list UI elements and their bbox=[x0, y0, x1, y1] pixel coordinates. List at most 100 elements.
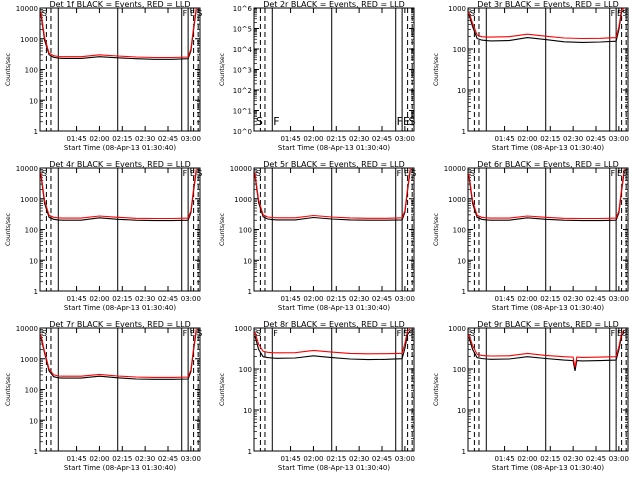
series-events-line bbox=[468, 9, 625, 43]
event-marker-label: F bbox=[183, 329, 188, 338]
x-tick-label: 02:00 bbox=[89, 455, 109, 463]
event-marker-label: F bbox=[611, 169, 616, 178]
plot-frame bbox=[253, 327, 415, 452]
x-tick-label: 02:30 bbox=[349, 135, 369, 143]
y-tick-label: 100 bbox=[25, 67, 38, 75]
chart-title: Det 5r BLACK = Events, RED = LLD bbox=[263, 160, 405, 169]
x-tick-label: 01:45 bbox=[280, 135, 300, 143]
y-axis-label: Counts/sec bbox=[219, 213, 226, 246]
x-tick-label: 02:30 bbox=[349, 455, 369, 463]
x-axis-label: Start Time (08-Apr-13 01:30:40) bbox=[278, 464, 390, 472]
x-tick-label: 03:00 bbox=[609, 455, 629, 463]
x-tick-label: 03:00 bbox=[181, 295, 201, 303]
y-tick-label: 100 bbox=[239, 366, 252, 374]
x-tick-label: 01:45 bbox=[280, 455, 300, 463]
x-tick-label: 02:15 bbox=[326, 135, 346, 143]
x-tick-label: 03:00 bbox=[395, 295, 415, 303]
series-lld-line bbox=[468, 168, 625, 220]
x-tick-label: 02:30 bbox=[135, 135, 155, 143]
x-tick-label: 02:15 bbox=[326, 295, 346, 303]
event-marker-label: S bbox=[256, 115, 263, 128]
y-tick-label: 10^6 bbox=[233, 5, 253, 13]
y-tick-label: 100 bbox=[239, 227, 252, 235]
chart-title: Det 8r BLACK = Events, RED = LLD bbox=[263, 320, 405, 329]
y-tick-label: 10^5 bbox=[233, 26, 252, 34]
event-marker-label: F bbox=[397, 329, 402, 338]
y-tick-label: 10^1 bbox=[233, 108, 252, 116]
plot-frame bbox=[253, 167, 415, 292]
chart-title: Det 6r BLACK = Events, RED = LLD bbox=[477, 160, 619, 169]
y-tick-label: 10000 bbox=[444, 165, 466, 173]
x-tick-label: 02:15 bbox=[112, 455, 132, 463]
y-tick-label: 10 bbox=[29, 97, 38, 105]
series-events-line bbox=[468, 331, 625, 371]
event-marker-label: S bbox=[623, 9, 628, 18]
y-tick-label: 1 bbox=[462, 128, 466, 136]
event-marker-label: S bbox=[409, 329, 414, 338]
y-tick-label: 1000 bbox=[234, 196, 252, 204]
series-events-line bbox=[254, 330, 411, 361]
event-marker-label: E bbox=[404, 169, 409, 178]
plot-frame bbox=[39, 7, 201, 132]
chart-panel-4: Det 4r BLACK = Events, RED = LLD 1 10 100 10… bbox=[5, 160, 202, 312]
y-axis-label: Counts/sec bbox=[5, 213, 12, 246]
event-marker-label: E bbox=[403, 115, 410, 128]
x-tick-label: 02:30 bbox=[563, 455, 583, 463]
y-tick-label: 1000 bbox=[448, 196, 466, 204]
plot-frame bbox=[467, 327, 629, 452]
x-tick-label: 02:45 bbox=[158, 455, 178, 463]
y-tick-label: 10 bbox=[457, 87, 466, 95]
y-axis-label: Counts/sec bbox=[219, 373, 226, 406]
event-marker-label: F bbox=[273, 329, 278, 338]
x-tick-label: 02:15 bbox=[326, 455, 346, 463]
x-tick-label: 02:30 bbox=[135, 295, 155, 303]
y-tick-label: 100 bbox=[25, 227, 38, 235]
x-tick-label: 02:45 bbox=[586, 295, 606, 303]
x-tick-label: 02:15 bbox=[112, 135, 132, 143]
chart-title: Det 9r BLACK = Events, RED = LLD bbox=[477, 320, 619, 329]
x-axis-label: Start Time (08-Apr-13 01:30:40) bbox=[64, 144, 176, 152]
chart-title: Det 2r BLACK = Events, RED = LLD bbox=[263, 0, 405, 9]
series-events-line bbox=[40, 330, 197, 380]
x-tick-label: 01:45 bbox=[494, 135, 514, 143]
y-tick-label: 100 bbox=[453, 46, 466, 54]
series-lld-line bbox=[468, 329, 625, 368]
y-tick-label: 1000 bbox=[20, 36, 38, 44]
y-tick-label: 10^0 bbox=[233, 128, 252, 136]
y-tick-label: 10000 bbox=[16, 165, 38, 173]
series-lld-line bbox=[254, 168, 411, 219]
series-events-line bbox=[254, 170, 411, 221]
event-marker-label: S bbox=[42, 9, 47, 18]
plot-frame bbox=[39, 327, 201, 452]
x-tick-label: 03:00 bbox=[395, 135, 415, 143]
event-marker-label: F bbox=[183, 169, 188, 178]
x-axis-label: Start Time (08-Apr-13 01:30:40) bbox=[492, 304, 604, 312]
chart-panel-1: Det 1f BLACK = Events, RED = LLD 1 10 100 10… bbox=[5, 0, 202, 152]
y-tick-label: 100 bbox=[453, 366, 466, 374]
event-marker-label: S bbox=[42, 329, 47, 338]
x-tick-label: 02:15 bbox=[112, 295, 132, 303]
chart-panel-9: Det 9r BLACK = Events, RED = LLD 1 10 100 10… bbox=[433, 320, 629, 472]
x-tick-label: 03:00 bbox=[181, 455, 201, 463]
x-tick-label: 02:00 bbox=[517, 295, 537, 303]
x-tick-label: 02:00 bbox=[303, 135, 323, 143]
x-axis-label: Start Time (08-Apr-13 01:30:40) bbox=[278, 304, 390, 312]
plot-frame bbox=[467, 7, 629, 132]
x-tick-label: 01:45 bbox=[66, 455, 86, 463]
event-marker-label: S bbox=[411, 169, 416, 178]
y-tick-label: 10 bbox=[457, 257, 466, 265]
plot-frame bbox=[253, 7, 415, 132]
chart-panel-2: Det 2r BLACK = Events, RED = LLD 10^0 10^1… bbox=[219, 0, 416, 152]
event-marker-label: F bbox=[397, 169, 402, 178]
x-tick-label: 02:15 bbox=[540, 455, 560, 463]
plot-frame bbox=[467, 167, 629, 292]
y-axis-label: Counts/sec bbox=[433, 373, 440, 406]
series-lld-line bbox=[40, 7, 197, 59]
x-tick-label: 02:00 bbox=[303, 455, 323, 463]
x-tick-label: 01:45 bbox=[66, 295, 86, 303]
x-axis-label: Start Time (08-Apr-13 01:30:40) bbox=[492, 464, 604, 472]
event-marker-label: S bbox=[256, 169, 261, 178]
x-axis-label: Start Time (08-Apr-13 01:30:40) bbox=[64, 304, 176, 312]
x-tick-label: 02:30 bbox=[349, 295, 369, 303]
y-tick-label: 10 bbox=[29, 257, 38, 265]
